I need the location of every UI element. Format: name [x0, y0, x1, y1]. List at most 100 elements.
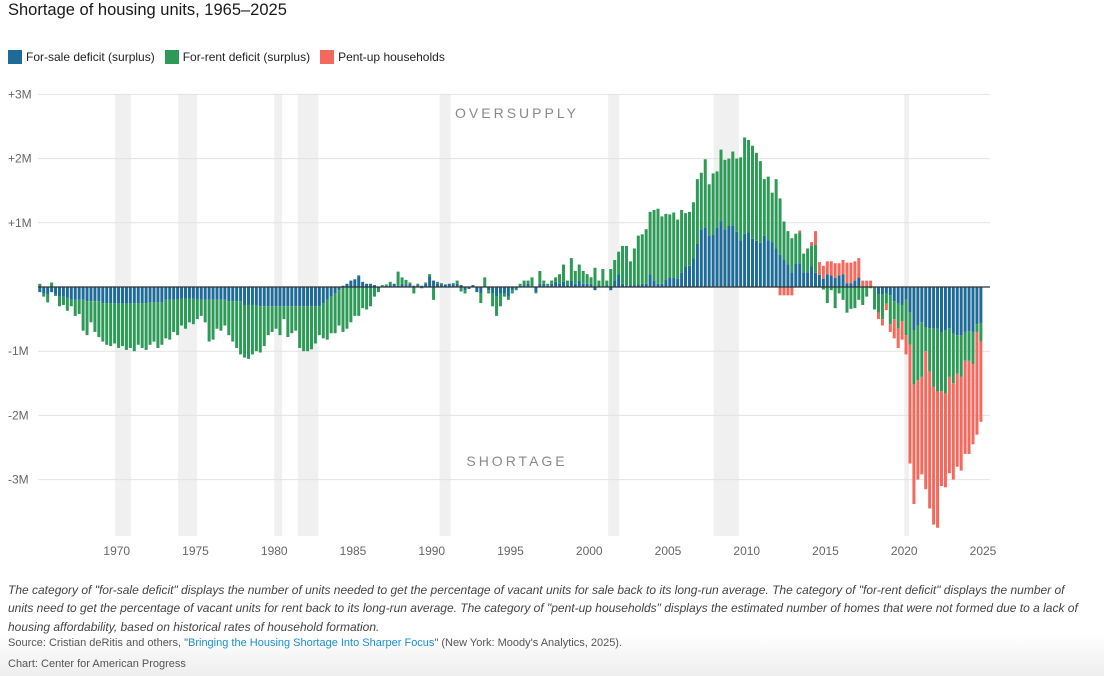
x-tick-label: 2000 — [576, 544, 603, 558]
bar-for-sale — [593, 287, 597, 291]
bar-for-sale — [778, 254, 782, 287]
bar-for-sale — [896, 287, 900, 304]
bar-for-sale — [443, 284, 447, 287]
bar-for-rent — [550, 280, 554, 284]
bar-for-sale — [707, 235, 711, 287]
bar-for-rent — [581, 270, 585, 284]
bar-pent-up — [798, 230, 802, 233]
bar-for-sale — [46, 287, 50, 295]
bar-pent-up — [817, 261, 821, 275]
bar-for-rent — [408, 282, 412, 284]
legend-item-for-rent[interactable]: For-rent deficit (surplus) — [164, 50, 310, 64]
bar-for-rent — [813, 244, 817, 273]
bar-for-sale — [951, 287, 955, 334]
source-link[interactable]: Bringing the Housing Shortage Into Sharp… — [188, 637, 435, 649]
bar-pent-up — [951, 383, 955, 480]
bar-pent-up — [853, 261, 857, 281]
bar-for-rent — [774, 179, 778, 249]
bar-pent-up — [932, 386, 936, 525]
bar-pent-up — [884, 303, 888, 311]
bar-for-rent — [932, 328, 936, 387]
bar-for-rent — [396, 271, 400, 286]
bar-for-rent — [530, 277, 534, 287]
bar-for-sale — [857, 277, 861, 287]
bar-for-rent — [849, 287, 853, 309]
bar-for-sale — [416, 285, 420, 287]
bar-pent-up — [928, 371, 932, 509]
bar-for-sale — [191, 287, 195, 299]
bar-for-sale — [109, 287, 113, 304]
bar-pent-up — [943, 393, 947, 488]
bar-pent-up — [963, 360, 967, 454]
bar-for-rent — [416, 283, 420, 286]
bar-pent-up — [861, 280, 865, 287]
annotation-oversupply: OVERSUPPLY — [455, 105, 579, 121]
bar-for-rent — [723, 159, 727, 230]
bar-for-sale — [487, 287, 491, 291]
bar-for-sale — [932, 287, 936, 329]
bar-for-sale — [806, 272, 810, 287]
bar-for-sale — [258, 287, 262, 307]
bar-for-rent — [908, 312, 912, 345]
bar-for-rent — [845, 287, 849, 313]
bar-for-sale — [495, 287, 499, 297]
bar-pent-up — [908, 344, 912, 464]
bar-for-sale — [262, 287, 266, 307]
bar-for-rent — [912, 330, 916, 385]
bar-for-sale — [731, 225, 735, 287]
bar-for-sale — [160, 287, 164, 303]
bar-for-rent — [372, 287, 376, 297]
bar-for-rent — [140, 303, 144, 348]
bar-for-rent — [924, 327, 928, 352]
bar-for-sale — [168, 287, 172, 300]
bar-for-rent — [337, 290, 341, 326]
bar-for-rent — [81, 299, 85, 331]
bar-for-rent — [313, 306, 317, 344]
bar-for-rent — [294, 306, 298, 331]
bar-for-sale — [817, 274, 821, 287]
bar-for-rent — [538, 270, 542, 284]
x-tick-label: 2025 — [970, 544, 997, 558]
legend-item-pent-up[interactable]: Pent-up households — [320, 50, 445, 64]
bar-for-sale — [349, 280, 353, 287]
bar-for-rent — [136, 303, 140, 345]
bar-for-sale — [597, 285, 601, 287]
bar-for-rent — [168, 299, 172, 340]
bar-for-rent — [762, 179, 766, 236]
bar-for-rent — [916, 325, 920, 381]
bar-for-rent — [703, 159, 707, 228]
bar-for-sale — [514, 287, 518, 289]
bar-for-sale — [699, 229, 703, 287]
bar-for-sale — [471, 285, 475, 287]
bar-for-rent — [97, 301, 101, 338]
bar-for-rent — [73, 299, 77, 316]
bar-for-rent — [979, 322, 983, 342]
legend-item-for-sale[interactable]: For-sale deficit (surplus) — [8, 50, 155, 64]
bar-for-sale — [743, 233, 747, 287]
bar-for-sale — [908, 287, 912, 313]
bar-for-sale — [526, 283, 530, 287]
bar-for-sale — [916, 287, 920, 326]
bar-for-sale — [798, 263, 802, 287]
bar-for-rent — [680, 209, 684, 273]
bar-for-rent — [936, 328, 940, 392]
bar-for-rent — [211, 299, 215, 340]
bar-pent-up — [876, 312, 880, 320]
bar-for-rent — [739, 157, 743, 241]
bar-for-sale — [632, 285, 636, 287]
bar-for-sale — [802, 272, 806, 287]
bar-pent-up — [904, 335, 908, 355]
bar-for-sale — [254, 287, 258, 305]
bar-for-sale — [833, 278, 837, 287]
bar-for-sale — [447, 283, 451, 287]
bar-for-rent — [144, 303, 148, 350]
bar-pent-up — [790, 287, 794, 296]
bar-for-rent — [687, 211, 691, 266]
bar-for-rent — [306, 306, 310, 352]
bar-for-sale — [278, 287, 282, 307]
x-tick-label: 2020 — [891, 544, 918, 558]
bar-for-sale — [813, 272, 817, 287]
legend-swatch-for-sale — [8, 50, 22, 64]
bar-for-rent — [810, 245, 814, 267]
bar-pent-up — [936, 391, 940, 528]
